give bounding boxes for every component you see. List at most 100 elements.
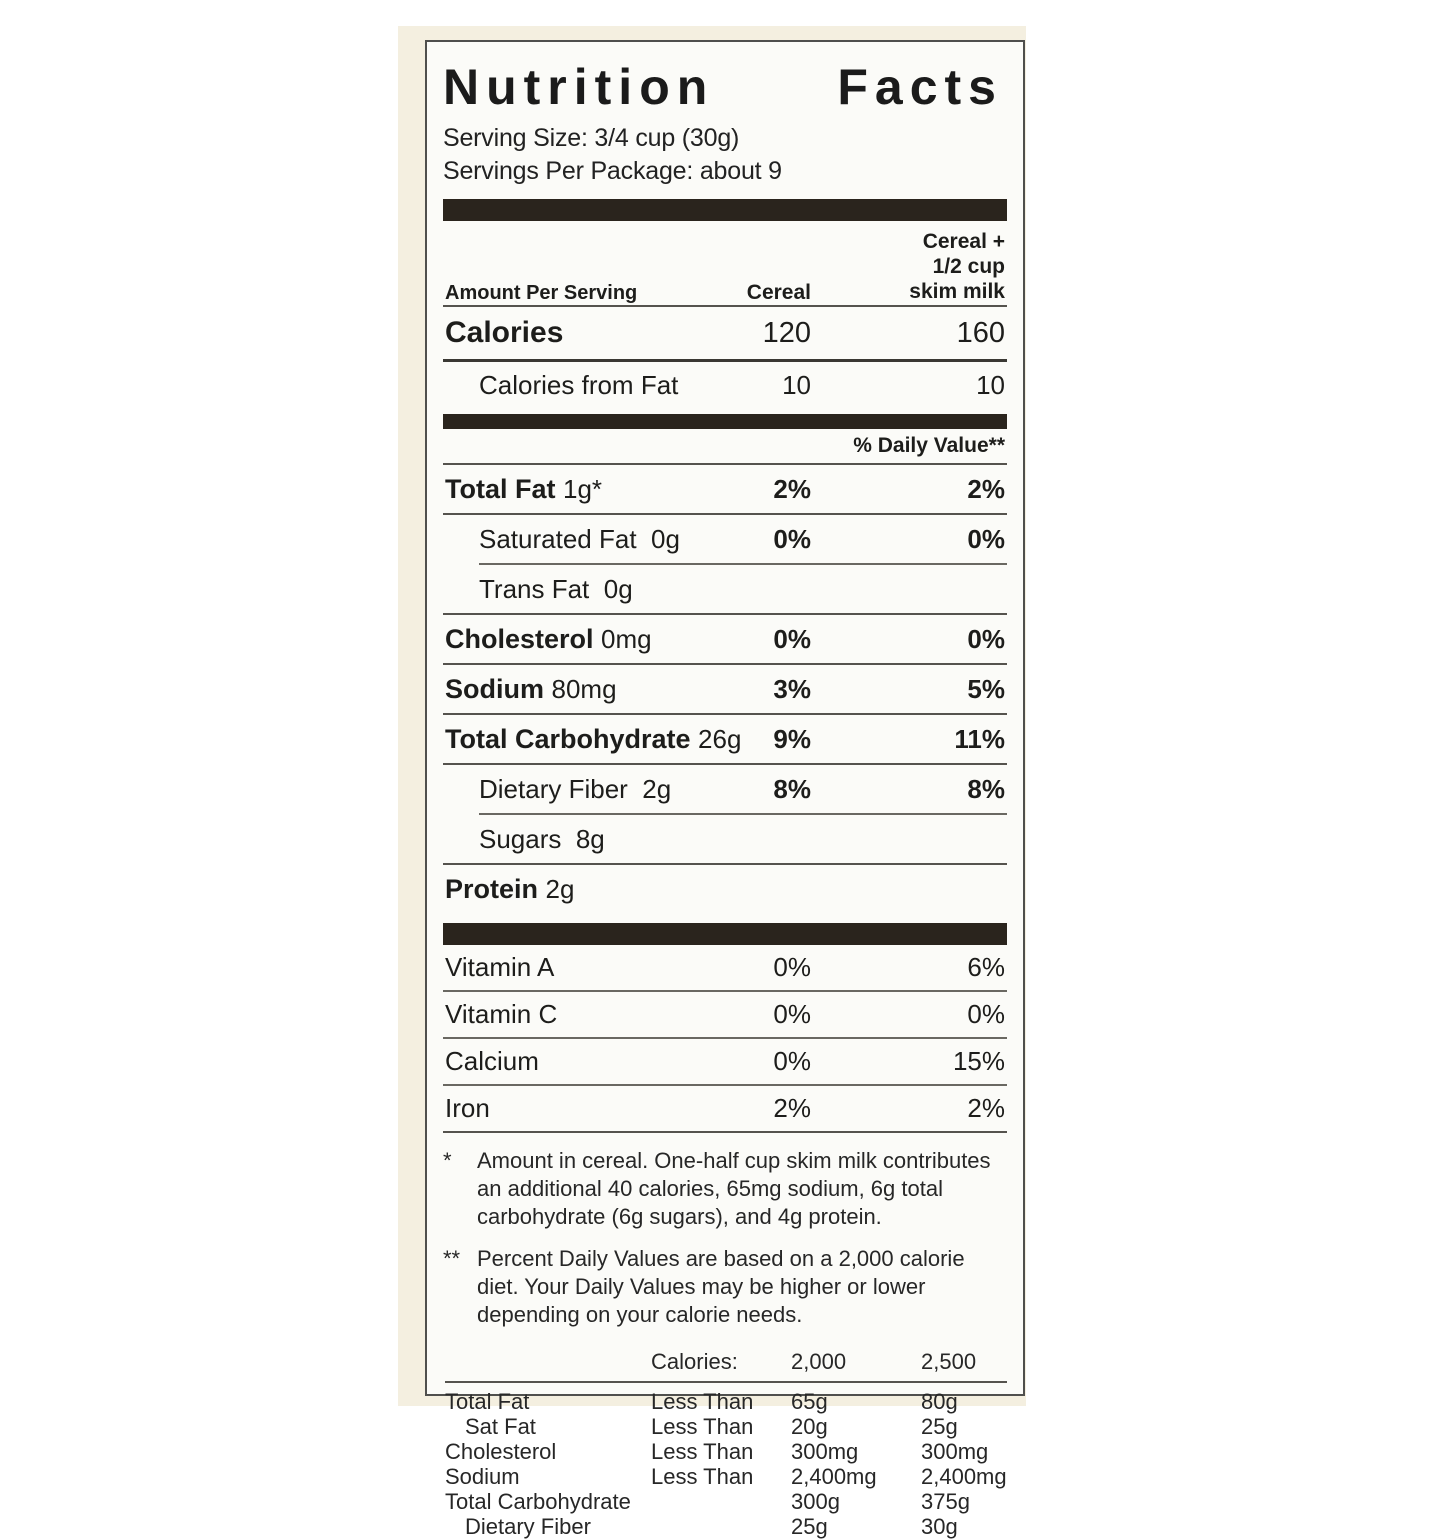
rule-under-sodium bbox=[443, 712, 1007, 715]
rule-under-cholesterol bbox=[443, 662, 1007, 665]
row-total-fat: Total Fat 1g* 2% 2% bbox=[443, 465, 1007, 513]
footnote-star-text: Amount in cereal. One-half cup skim milk… bbox=[477, 1147, 991, 1229]
reference-col-2000: 2,000 bbox=[791, 1349, 847, 1375]
vitamin-c-milk-dv: 0% bbox=[967, 998, 1005, 1029]
reference-total-fat-2500: 80g bbox=[921, 1389, 958, 1415]
daily-values-reference-table: Calories: 2,000 2,500 Total Fat Less Tha… bbox=[443, 1349, 1007, 1539]
reference-sodium-2000: 2,400mg bbox=[791, 1464, 877, 1490]
rule-under-daily-value bbox=[443, 462, 1007, 465]
title-facts: Facts bbox=[837, 59, 1003, 115]
cholesterol-label: Cholesterol 0mg bbox=[445, 615, 1007, 663]
total-carbohydrate-amount: 26g bbox=[698, 723, 742, 754]
total-carbohydrate-name: Total Carbohydrate bbox=[445, 723, 691, 754]
saturated-fat-cereal-dv: 0% bbox=[773, 523, 811, 554]
dietary-fiber-label: Dietary Fiber 2g bbox=[479, 765, 1007, 813]
reference-dietary-fiber-name: Dietary Fiber bbox=[465, 1514, 591, 1540]
divider-bar-thick-bottom bbox=[443, 922, 1007, 945]
vitamin-c-label: Vitamin C bbox=[445, 998, 558, 1029]
reference-row-sat-fat: Sat Fat Less Than 20g 25g bbox=[443, 1414, 1007, 1439]
rule-under-column-headers bbox=[443, 304, 1007, 307]
total-carbohydrate-cereal-dv: 9% bbox=[773, 723, 811, 754]
vitamin-a-label: Vitamin A bbox=[445, 951, 555, 982]
reference-table-header: Calories: 2,000 2,500 bbox=[443, 1349, 1007, 1379]
rule-under-calories bbox=[443, 358, 1007, 362]
milk-header-line1: Cereal + bbox=[922, 230, 1005, 254]
reference-cholesterol-qualifier: Less Than bbox=[651, 1439, 754, 1465]
total-fat-milk-dv: 2% bbox=[967, 473, 1005, 504]
row-vitamin-a: Vitamin A 0% 6% bbox=[443, 945, 1007, 990]
rule-under-vitamin-a bbox=[443, 989, 1007, 992]
row-vitamin-c: Vitamin C 0% 0% bbox=[443, 992, 1007, 1037]
reference-total-carbohydrate-2500: 375g bbox=[921, 1489, 970, 1515]
calories-from-fat-label: Calories from Fat bbox=[479, 369, 679, 400]
dietary-fiber-cereal-dv: 8% bbox=[773, 773, 811, 804]
footnote-double-star-text: Percent Daily Values are based on a 2,00… bbox=[477, 1245, 965, 1328]
amount-per-serving-label: Amount Per Serving bbox=[445, 281, 638, 304]
reference-sat-fat-qualifier: Less Than bbox=[651, 1414, 754, 1440]
reference-dietary-fiber-2000: 25g bbox=[791, 1514, 828, 1540]
daily-value-header: % Daily Value** bbox=[853, 433, 1005, 457]
calories-from-fat-cereal-value: 10 bbox=[782, 369, 811, 400]
trans-fat-name: Trans Fat bbox=[479, 573, 590, 604]
sugars-label: Sugars 8g bbox=[479, 815, 1007, 863]
vitamin-c-cereal-dv: 0% bbox=[773, 998, 811, 1029]
reference-col-2500: 2,500 bbox=[921, 1349, 977, 1375]
protein-amount: 2g bbox=[545, 873, 575, 904]
protein-label: Protein 2g bbox=[445, 865, 1007, 913]
milk-header-line3: skim milk bbox=[909, 279, 1005, 303]
total-fat-name: Total Fat bbox=[445, 473, 556, 504]
reference-sat-fat-name: Sat Fat bbox=[465, 1414, 536, 1440]
saturated-fat-milk-dv: 0% bbox=[967, 523, 1005, 554]
column-headers: Amount Per Serving Cereal Cereal + 1/2 c… bbox=[443, 227, 1007, 305]
protein-name: Protein bbox=[445, 873, 539, 904]
divider-bar-thick-top bbox=[443, 198, 1007, 221]
total-fat-label: Total Fat 1g* bbox=[445, 465, 1007, 513]
calcium-milk-dv: 15% bbox=[952, 1045, 1005, 1076]
reference-total-fat-qualifier: Less Than bbox=[651, 1389, 754, 1415]
calcium-cereal-dv: 0% bbox=[773, 1045, 811, 1076]
reference-sodium-2500: 2,400mg bbox=[921, 1464, 1007, 1490]
sodium-milk-dv: 5% bbox=[967, 673, 1005, 704]
reference-total-carbohydrate-name: Total Carbohydrate bbox=[445, 1489, 631, 1515]
reference-row-cholesterol: Cholesterol Less Than 300mg 300mg bbox=[443, 1439, 1007, 1464]
total-fat-amount: 1g* bbox=[563, 473, 603, 504]
title-nutrition: Nutrition bbox=[443, 59, 715, 115]
trans-fat-amount: 0g bbox=[603, 573, 633, 604]
dietary-fiber-amount: 2g bbox=[642, 773, 672, 804]
servings-per-package: Servings Per Package: about 9 bbox=[443, 157, 782, 186]
page-title: Nutrition Facts bbox=[443, 62, 1007, 112]
rule-under-sugars bbox=[443, 862, 1007, 865]
rule-under-dietary-fiber bbox=[479, 812, 1007, 815]
serving-size: Serving Size: 3/4 cup (30g) bbox=[443, 124, 740, 152]
footnote-double-star-marker: ** bbox=[443, 1245, 461, 1271]
rule-under-total-fat bbox=[443, 512, 1007, 515]
nutrition-facts-label: Nutrition Facts Serving Size: 3/4 cup (3… bbox=[425, 40, 1025, 1539]
footnote-star-marker: * bbox=[443, 1147, 452, 1173]
row-sugars: Sugars 8g bbox=[443, 815, 1007, 863]
row-cholesterol: Cholesterol 0mg 0% 0% bbox=[443, 615, 1007, 663]
row-calcium: Calcium 0% 15% bbox=[443, 1039, 1007, 1084]
reference-cholesterol-name: Cholesterol bbox=[445, 1439, 557, 1465]
row-trans-fat: Trans Fat 0g bbox=[443, 565, 1007, 613]
reference-sat-fat-2500: 25g bbox=[921, 1414, 958, 1440]
rule-under-reference-header bbox=[445, 1381, 1007, 1384]
reference-total-carbohydrate-2000: 300g bbox=[791, 1489, 840, 1515]
calories-milk-value: 160 bbox=[956, 316, 1005, 349]
reference-cholesterol-2500: 300mg bbox=[921, 1439, 989, 1465]
reference-row-total-fat: Total Fat Less Than 65g 80g bbox=[443, 1389, 1007, 1414]
sodium-cereal-dv: 3% bbox=[773, 673, 811, 704]
calories-cereal-value: 120 bbox=[762, 316, 811, 349]
reference-row-dietary-fiber: Dietary Fiber 25g 30g bbox=[443, 1514, 1007, 1539]
row-dietary-fiber: Dietary Fiber 2g 8% 8% bbox=[443, 765, 1007, 813]
dietary-fiber-milk-dv: 8% bbox=[967, 773, 1005, 804]
rule-under-vitamin-c bbox=[443, 1036, 1007, 1039]
row-total-carbohydrate: Total Carbohydrate 26g 9% 11% bbox=[443, 715, 1007, 763]
cholesterol-milk-dv: 0% bbox=[967, 623, 1005, 654]
iron-cereal-dv: 2% bbox=[773, 1092, 811, 1123]
row-calories: Calories 120 160 bbox=[443, 307, 1007, 359]
sugars-name: Sugars bbox=[479, 823, 562, 854]
row-sodium: Sodium 80mg 3% 5% bbox=[443, 665, 1007, 713]
vitamin-a-cereal-dv: 0% bbox=[773, 951, 811, 982]
footnote-star: * Amount in cereal. One-half cup skim mi… bbox=[443, 1147, 1007, 1231]
cholesterol-name: Cholesterol bbox=[445, 623, 594, 654]
